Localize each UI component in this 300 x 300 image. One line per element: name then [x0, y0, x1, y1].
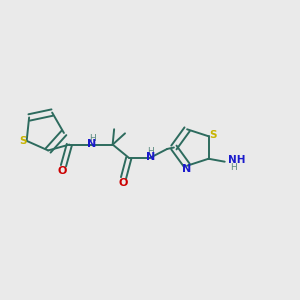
- Text: N: N: [146, 152, 155, 162]
- Text: N: N: [87, 139, 97, 149]
- Text: O: O: [58, 166, 67, 176]
- Text: S: S: [209, 130, 216, 140]
- Text: H: H: [147, 147, 154, 156]
- Text: O: O: [118, 178, 128, 188]
- Text: S: S: [20, 136, 27, 146]
- Text: NH: NH: [228, 155, 245, 165]
- Text: N: N: [182, 164, 191, 174]
- Text: H: H: [230, 163, 237, 172]
- Text: H: H: [89, 134, 95, 143]
